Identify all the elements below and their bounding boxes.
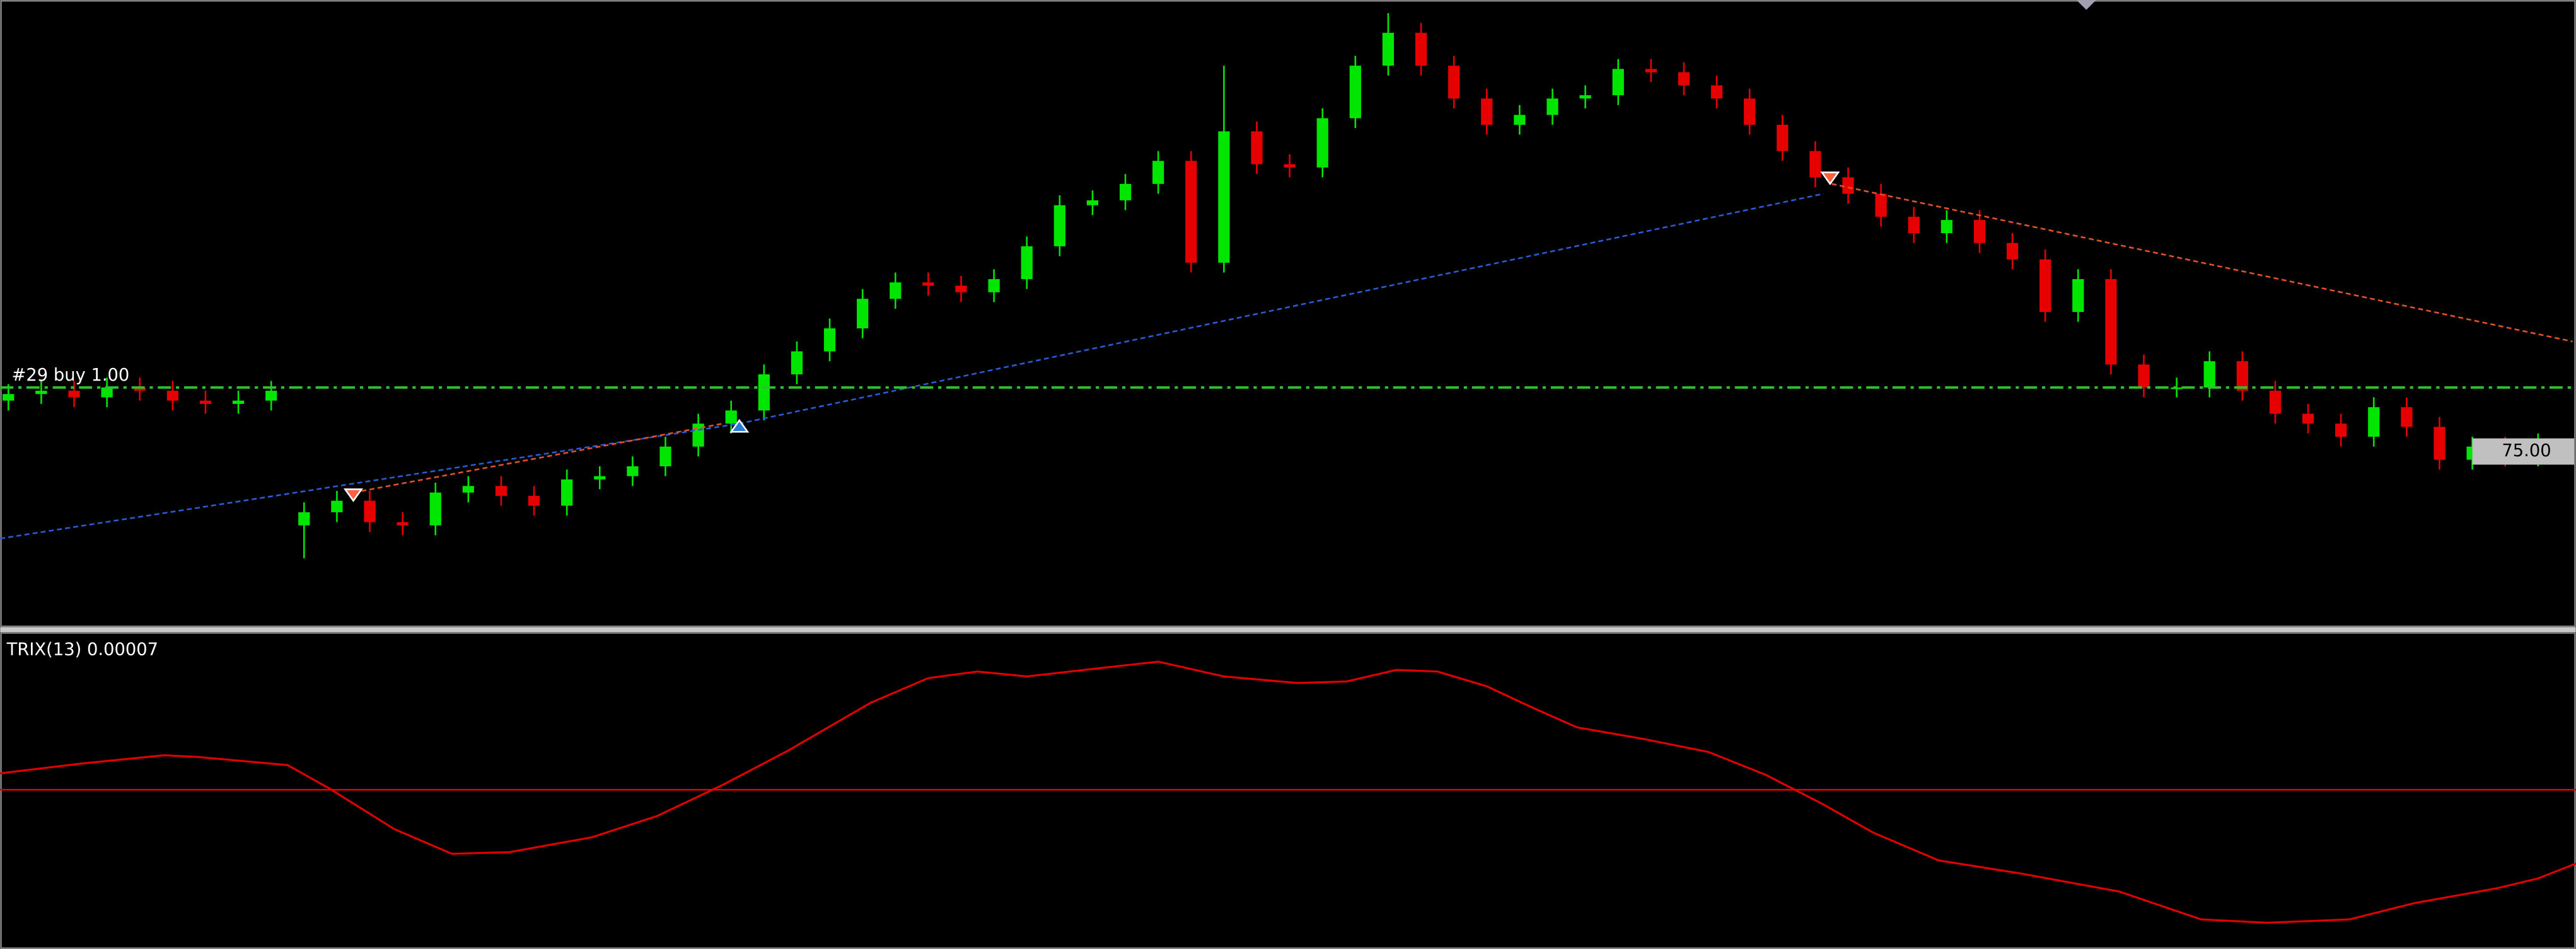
candle-body xyxy=(364,500,376,522)
candle-body xyxy=(232,400,245,404)
candle-body xyxy=(1316,118,1328,168)
candle-body xyxy=(725,410,737,424)
candle-body xyxy=(955,285,967,292)
candle-body xyxy=(331,500,343,512)
candle-body xyxy=(1809,151,1821,178)
candle-body xyxy=(1448,66,1460,99)
candle-body xyxy=(1086,200,1099,205)
indicator-line xyxy=(0,660,2576,924)
candle-body xyxy=(1152,161,1164,184)
candle-body xyxy=(1777,125,1789,151)
candle-body xyxy=(2434,427,2445,460)
candle-body xyxy=(528,495,540,506)
candle-body xyxy=(2105,279,2117,365)
candle-body xyxy=(2203,361,2215,388)
candle-body xyxy=(1744,98,1756,125)
price-tag-box xyxy=(2472,438,2575,465)
candle-body xyxy=(823,328,836,352)
candle-body xyxy=(659,446,671,466)
candle-body xyxy=(1842,177,1854,194)
candle-body xyxy=(1710,85,1723,99)
candle-body xyxy=(1645,69,1657,72)
candle-body xyxy=(495,486,508,496)
candle-body xyxy=(857,299,869,329)
candle-body xyxy=(1678,72,1690,86)
candle-body xyxy=(2236,361,2248,391)
candle-body xyxy=(1908,216,1920,233)
candle-body xyxy=(627,466,639,476)
candle-body xyxy=(35,391,47,394)
candle-body xyxy=(2335,423,2347,437)
candle-body xyxy=(199,400,212,404)
candle-body xyxy=(429,492,441,526)
candle-body xyxy=(2006,243,2019,260)
candle-body xyxy=(758,374,770,411)
candle-body xyxy=(988,279,1000,292)
candle-body xyxy=(2302,413,2314,424)
candle-body xyxy=(594,476,606,480)
candle-body xyxy=(2269,391,2282,414)
candle-body xyxy=(1218,131,1230,263)
candle-body xyxy=(1185,161,1197,263)
candle-body xyxy=(922,282,934,286)
candle-body xyxy=(1941,220,1952,233)
candle-body xyxy=(1514,115,1526,125)
candle-body xyxy=(1021,246,1033,279)
candle-body xyxy=(462,486,474,493)
candle-body xyxy=(561,479,573,506)
candle-body xyxy=(1973,220,1986,243)
candle-body xyxy=(1579,95,1591,99)
candle-body xyxy=(2072,279,2084,313)
order-label: #29 buy 1.00 xyxy=(11,365,129,385)
candles xyxy=(3,13,2544,558)
candle-body xyxy=(1481,98,1493,125)
buy-arrow xyxy=(729,418,750,433)
candle-body xyxy=(3,394,15,401)
candle-body xyxy=(1612,69,1624,96)
candle-body xyxy=(1546,98,1558,115)
candle-body xyxy=(2368,407,2380,437)
candle-body xyxy=(1875,193,1887,217)
price-tag: 75.00 xyxy=(2502,441,2551,461)
candle-body xyxy=(298,512,310,526)
candle-body xyxy=(134,387,146,391)
candle-body xyxy=(1415,33,1427,66)
indicator-label: TRIX(13) 0.00007 xyxy=(6,640,158,659)
candle-body xyxy=(2401,407,2413,427)
sell-arrow xyxy=(343,488,364,502)
candle-body xyxy=(68,391,80,398)
sell-arrow xyxy=(1820,171,1840,186)
panel-separator xyxy=(0,627,2576,633)
scroll-marker xyxy=(2076,0,2096,10)
trade-line xyxy=(1831,183,2573,343)
candle-body xyxy=(1382,33,1395,66)
candle-body xyxy=(397,522,409,526)
candle-body xyxy=(2039,259,2051,313)
candle-body xyxy=(791,351,803,375)
candle-body xyxy=(1119,183,1132,200)
candle-body xyxy=(890,282,902,299)
indicator-panel-border xyxy=(0,632,2576,949)
candle-body xyxy=(1251,131,1263,164)
candle-body xyxy=(166,391,178,401)
candle-body xyxy=(1053,205,1065,246)
candle-body xyxy=(2138,364,2150,388)
trade-line xyxy=(353,422,723,493)
candle-body xyxy=(1284,164,1296,168)
candle-body xyxy=(101,387,113,398)
candle-body xyxy=(265,391,277,401)
price-panel-border xyxy=(0,0,2576,628)
candle-body xyxy=(1349,66,1361,118)
